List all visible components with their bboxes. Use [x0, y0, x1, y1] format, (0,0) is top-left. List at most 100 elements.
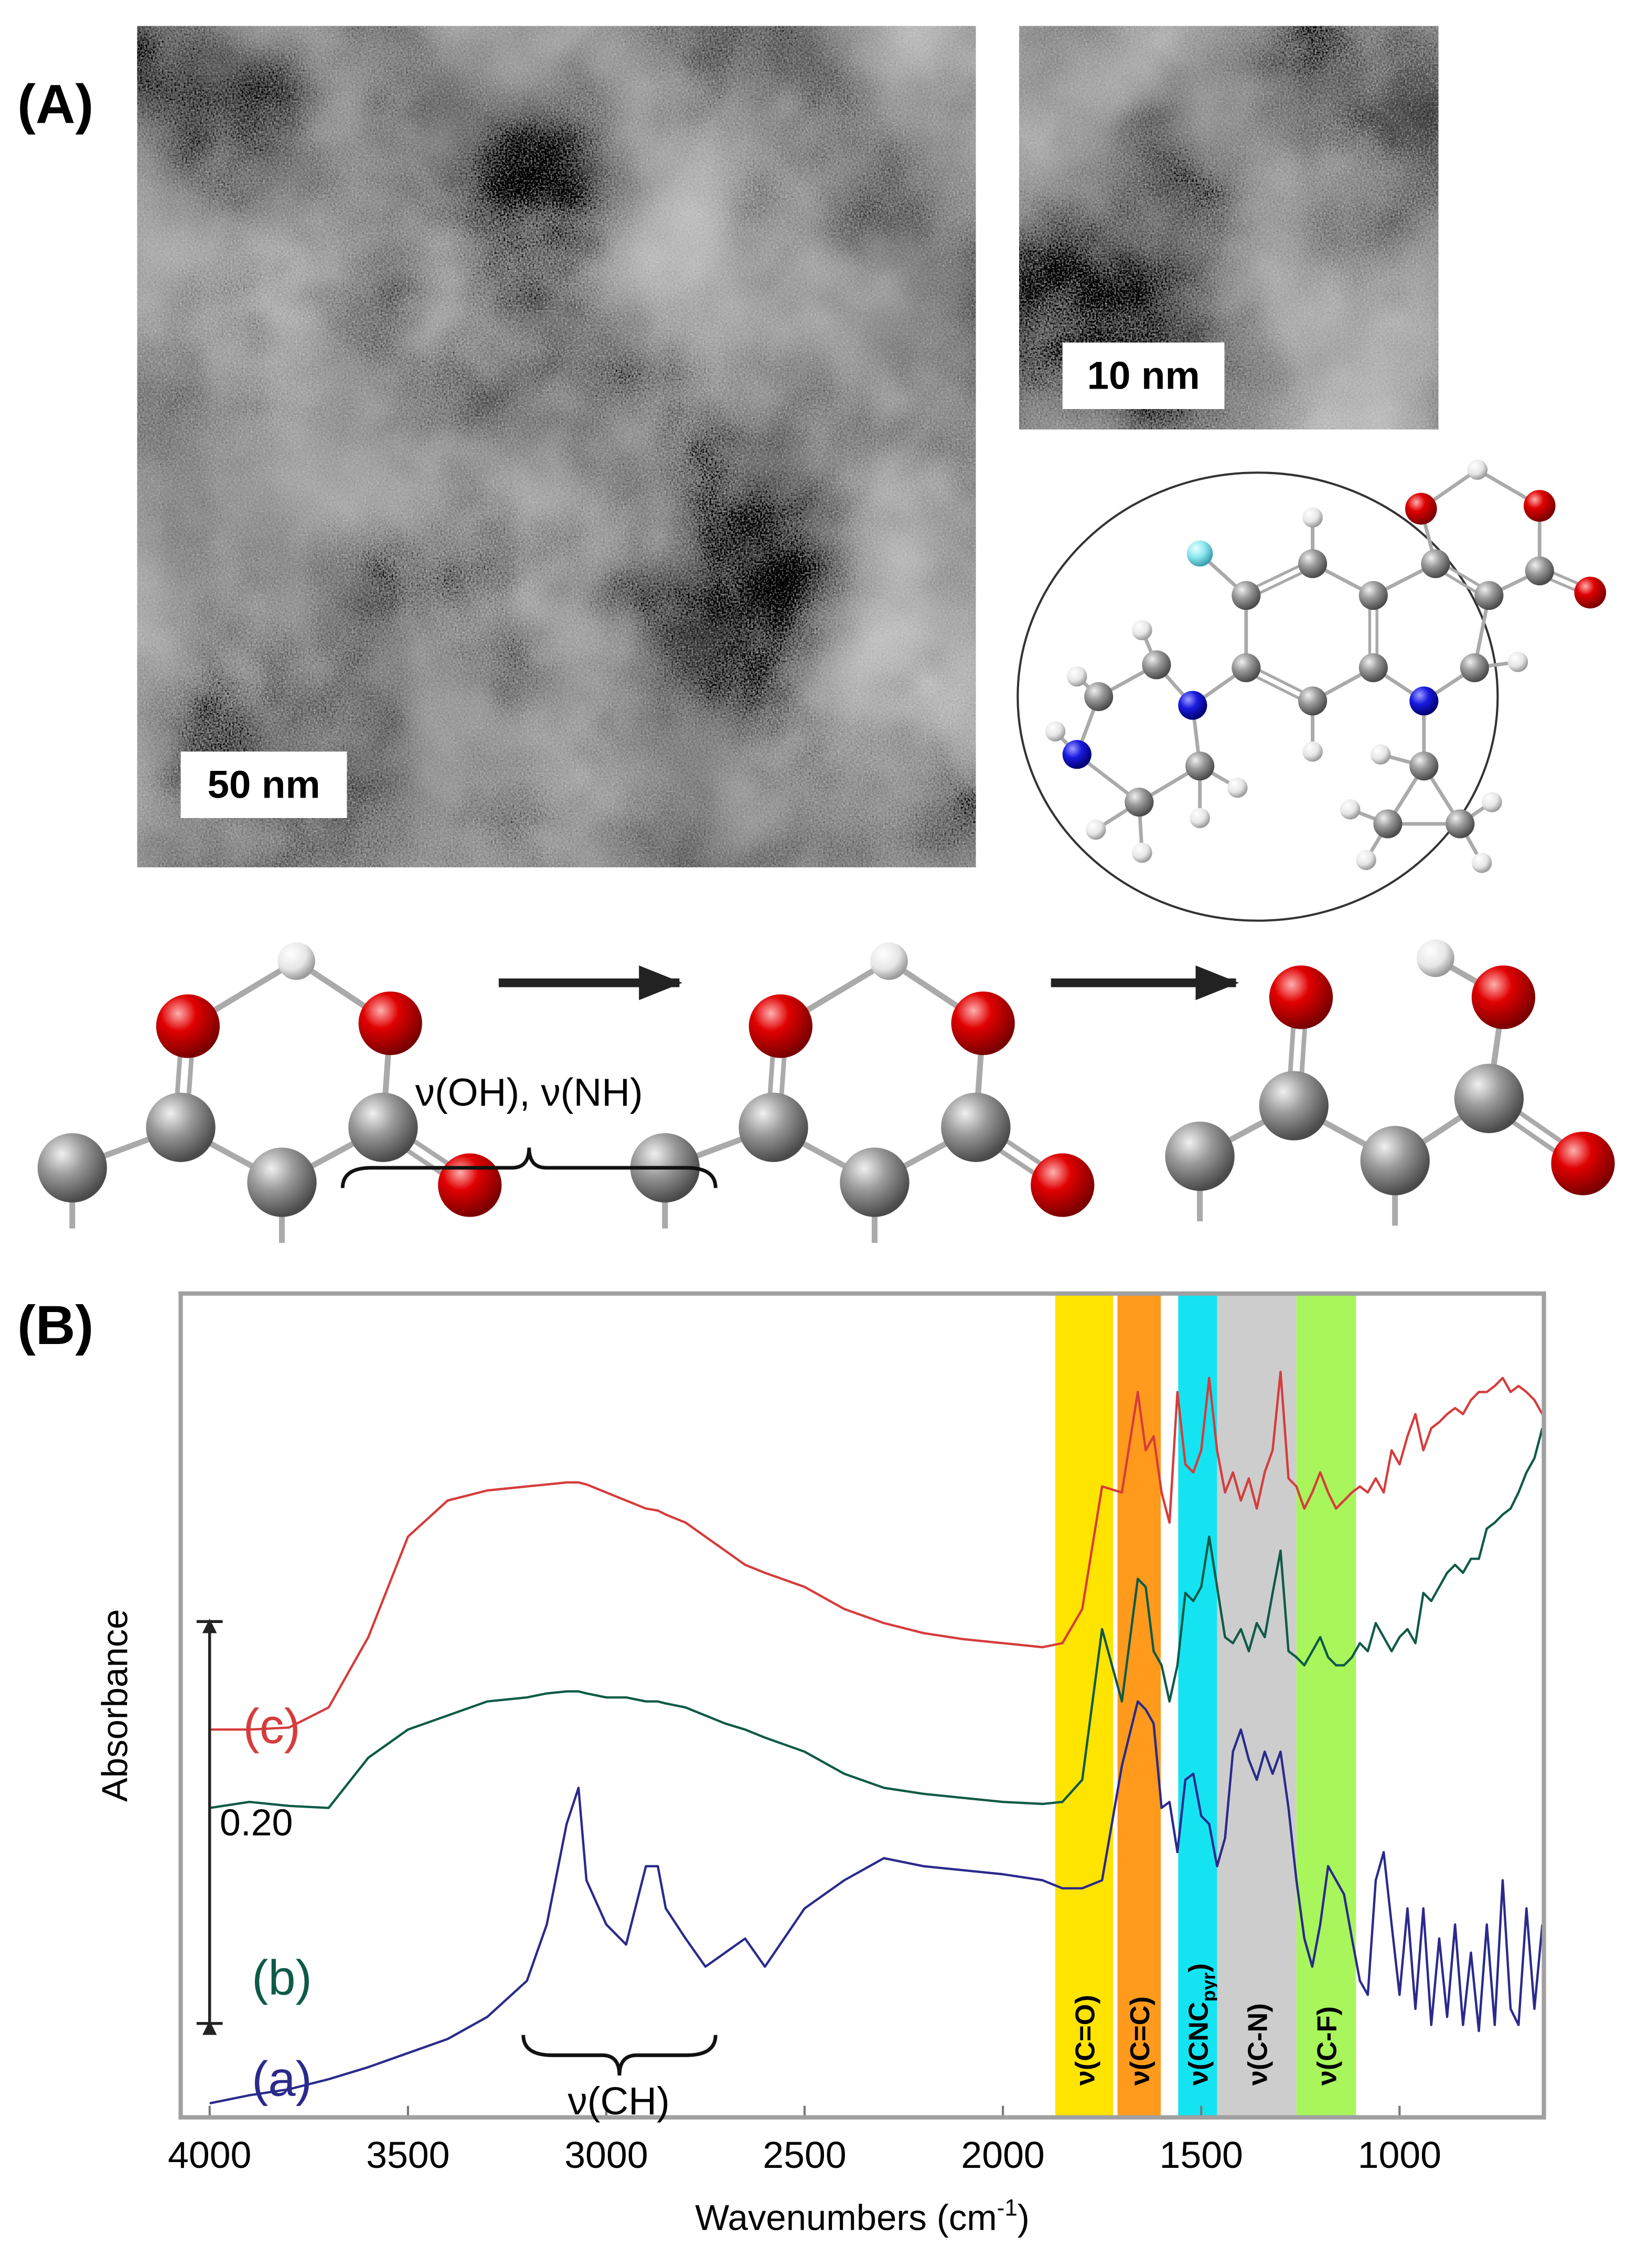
band: [1217, 1293, 1297, 2117]
atom: [1409, 686, 1439, 716]
atom: [37, 1133, 107, 1203]
atom: [1232, 653, 1261, 682]
spectrum-line: [209, 1700, 1544, 2105]
spectrum-line: [209, 1370, 1544, 1731]
atom: [1185, 751, 1215, 781]
atom: [1142, 650, 1171, 680]
series-label: (c): [243, 1699, 301, 1754]
atom: [146, 1092, 216, 1162]
band-label-subscript: pyr: [1198, 1972, 1219, 2002]
band-label: ν(C=C): [1125, 1996, 1155, 2086]
atom: [1358, 653, 1388, 682]
atom: [870, 942, 908, 980]
tem-image-large: [137, 26, 976, 867]
atom: [739, 1092, 808, 1162]
atom: [1523, 490, 1556, 522]
atom: [1125, 788, 1154, 817]
atom: [1551, 1132, 1615, 1196]
atom: [1482, 792, 1502, 812]
atom: [1356, 850, 1376, 870]
scale-label: 50 nm: [207, 762, 320, 806]
band-label-text: ν(CNC: [1184, 2002, 1214, 2086]
atom: [1062, 740, 1091, 769]
panel-label: (A): [17, 73, 93, 135]
atom: [1574, 576, 1607, 609]
atom: [1165, 1121, 1235, 1191]
molecules: [37, 459, 1615, 1243]
scale-bar-label: 0.20: [220, 1802, 293, 1844]
atom: [277, 942, 315, 980]
x-axis-label-sup: -1: [997, 2195, 1018, 2221]
atom: [1421, 549, 1450, 578]
band: [1117, 1293, 1161, 2117]
atom: [1232, 581, 1261, 610]
atom: [1471, 853, 1492, 873]
atom: [1084, 682, 1114, 712]
band-label-text: ν(C-F): [1312, 2006, 1343, 2086]
atom: [1370, 744, 1391, 765]
x-tick-label: 4000: [168, 2134, 251, 2176]
x-axis-label-text: Wavenumbers (cm: [695, 2198, 997, 2238]
atom: [1178, 691, 1207, 720]
x-tick-label: 2500: [763, 2134, 846, 2176]
atom: [1358, 581, 1388, 610]
atom: [348, 1092, 418, 1162]
band-label: ν(C=O): [1070, 1995, 1100, 2086]
atom: [1417, 939, 1454, 977]
band: [1178, 1293, 1217, 2117]
band-label: ν(CNCpyr): [1184, 1963, 1219, 2086]
atom: [1471, 965, 1536, 1029]
atom: [247, 1147, 317, 1217]
x-tick-label: 3000: [564, 2134, 648, 2176]
band: [1055, 1293, 1114, 2117]
atom: [1132, 620, 1152, 640]
atom: [941, 1092, 1011, 1162]
atom: [438, 1153, 502, 1217]
band-label-text: ν(C-N): [1243, 2003, 1273, 2086]
atom: [1446, 809, 1475, 839]
atom: [1360, 1126, 1430, 1196]
atom: [1507, 652, 1528, 672]
x-tick-label: 1500: [1160, 2134, 1243, 2176]
atom: [748, 994, 812, 1058]
atom: [1409, 751, 1439, 781]
atom: [1085, 819, 1106, 840]
x-tick-label: 2000: [961, 2134, 1044, 2176]
annotation: ν(CH): [568, 2079, 670, 2123]
x-tick-label: 3500: [366, 2134, 450, 2176]
spectrum-line: [209, 1427, 1544, 1809]
atom: [358, 991, 422, 1055]
atom: [1190, 808, 1210, 829]
x-axis-label: Wavenumbers (cm-1): [695, 2195, 1030, 2238]
band-label-end: ): [1184, 1963, 1214, 1972]
atom: [1460, 653, 1489, 682]
atom: [1525, 556, 1554, 586]
atom: [1269, 965, 1333, 1029]
band: [1296, 1293, 1356, 2117]
molecule-outline: [1016, 471, 1499, 922]
atom: [1302, 741, 1323, 762]
atom: [1298, 686, 1328, 716]
atom: [1067, 666, 1087, 687]
atom: [1373, 809, 1403, 839]
annotation: ν(OH), ν(NH): [415, 1070, 643, 1114]
series-label: (b): [252, 1950, 312, 2005]
atom: [1186, 540, 1213, 567]
band-label: ν(C-F): [1312, 2006, 1343, 2086]
atom: [1031, 1153, 1095, 1217]
ir-chart: ν(C=O) ν(C=C) ν(CNCpyr) ν(C-N) ν(C-F) 4000 350…: [95, 1070, 1546, 2238]
brace: [340, 1147, 718, 1188]
band-label: ν(C-N): [1243, 2003, 1273, 2086]
atom: [156, 994, 220, 1058]
atom: [1467, 459, 1488, 480]
panel-label: (B): [17, 1295, 93, 1356]
scale-label: 10 nm: [1087, 353, 1200, 397]
scale-box: [1062, 342, 1225, 410]
brace: [521, 2035, 718, 2076]
atom: [1045, 721, 1066, 741]
atom: [1132, 842, 1152, 863]
y-axis-label: Absorbance: [95, 1609, 135, 1802]
